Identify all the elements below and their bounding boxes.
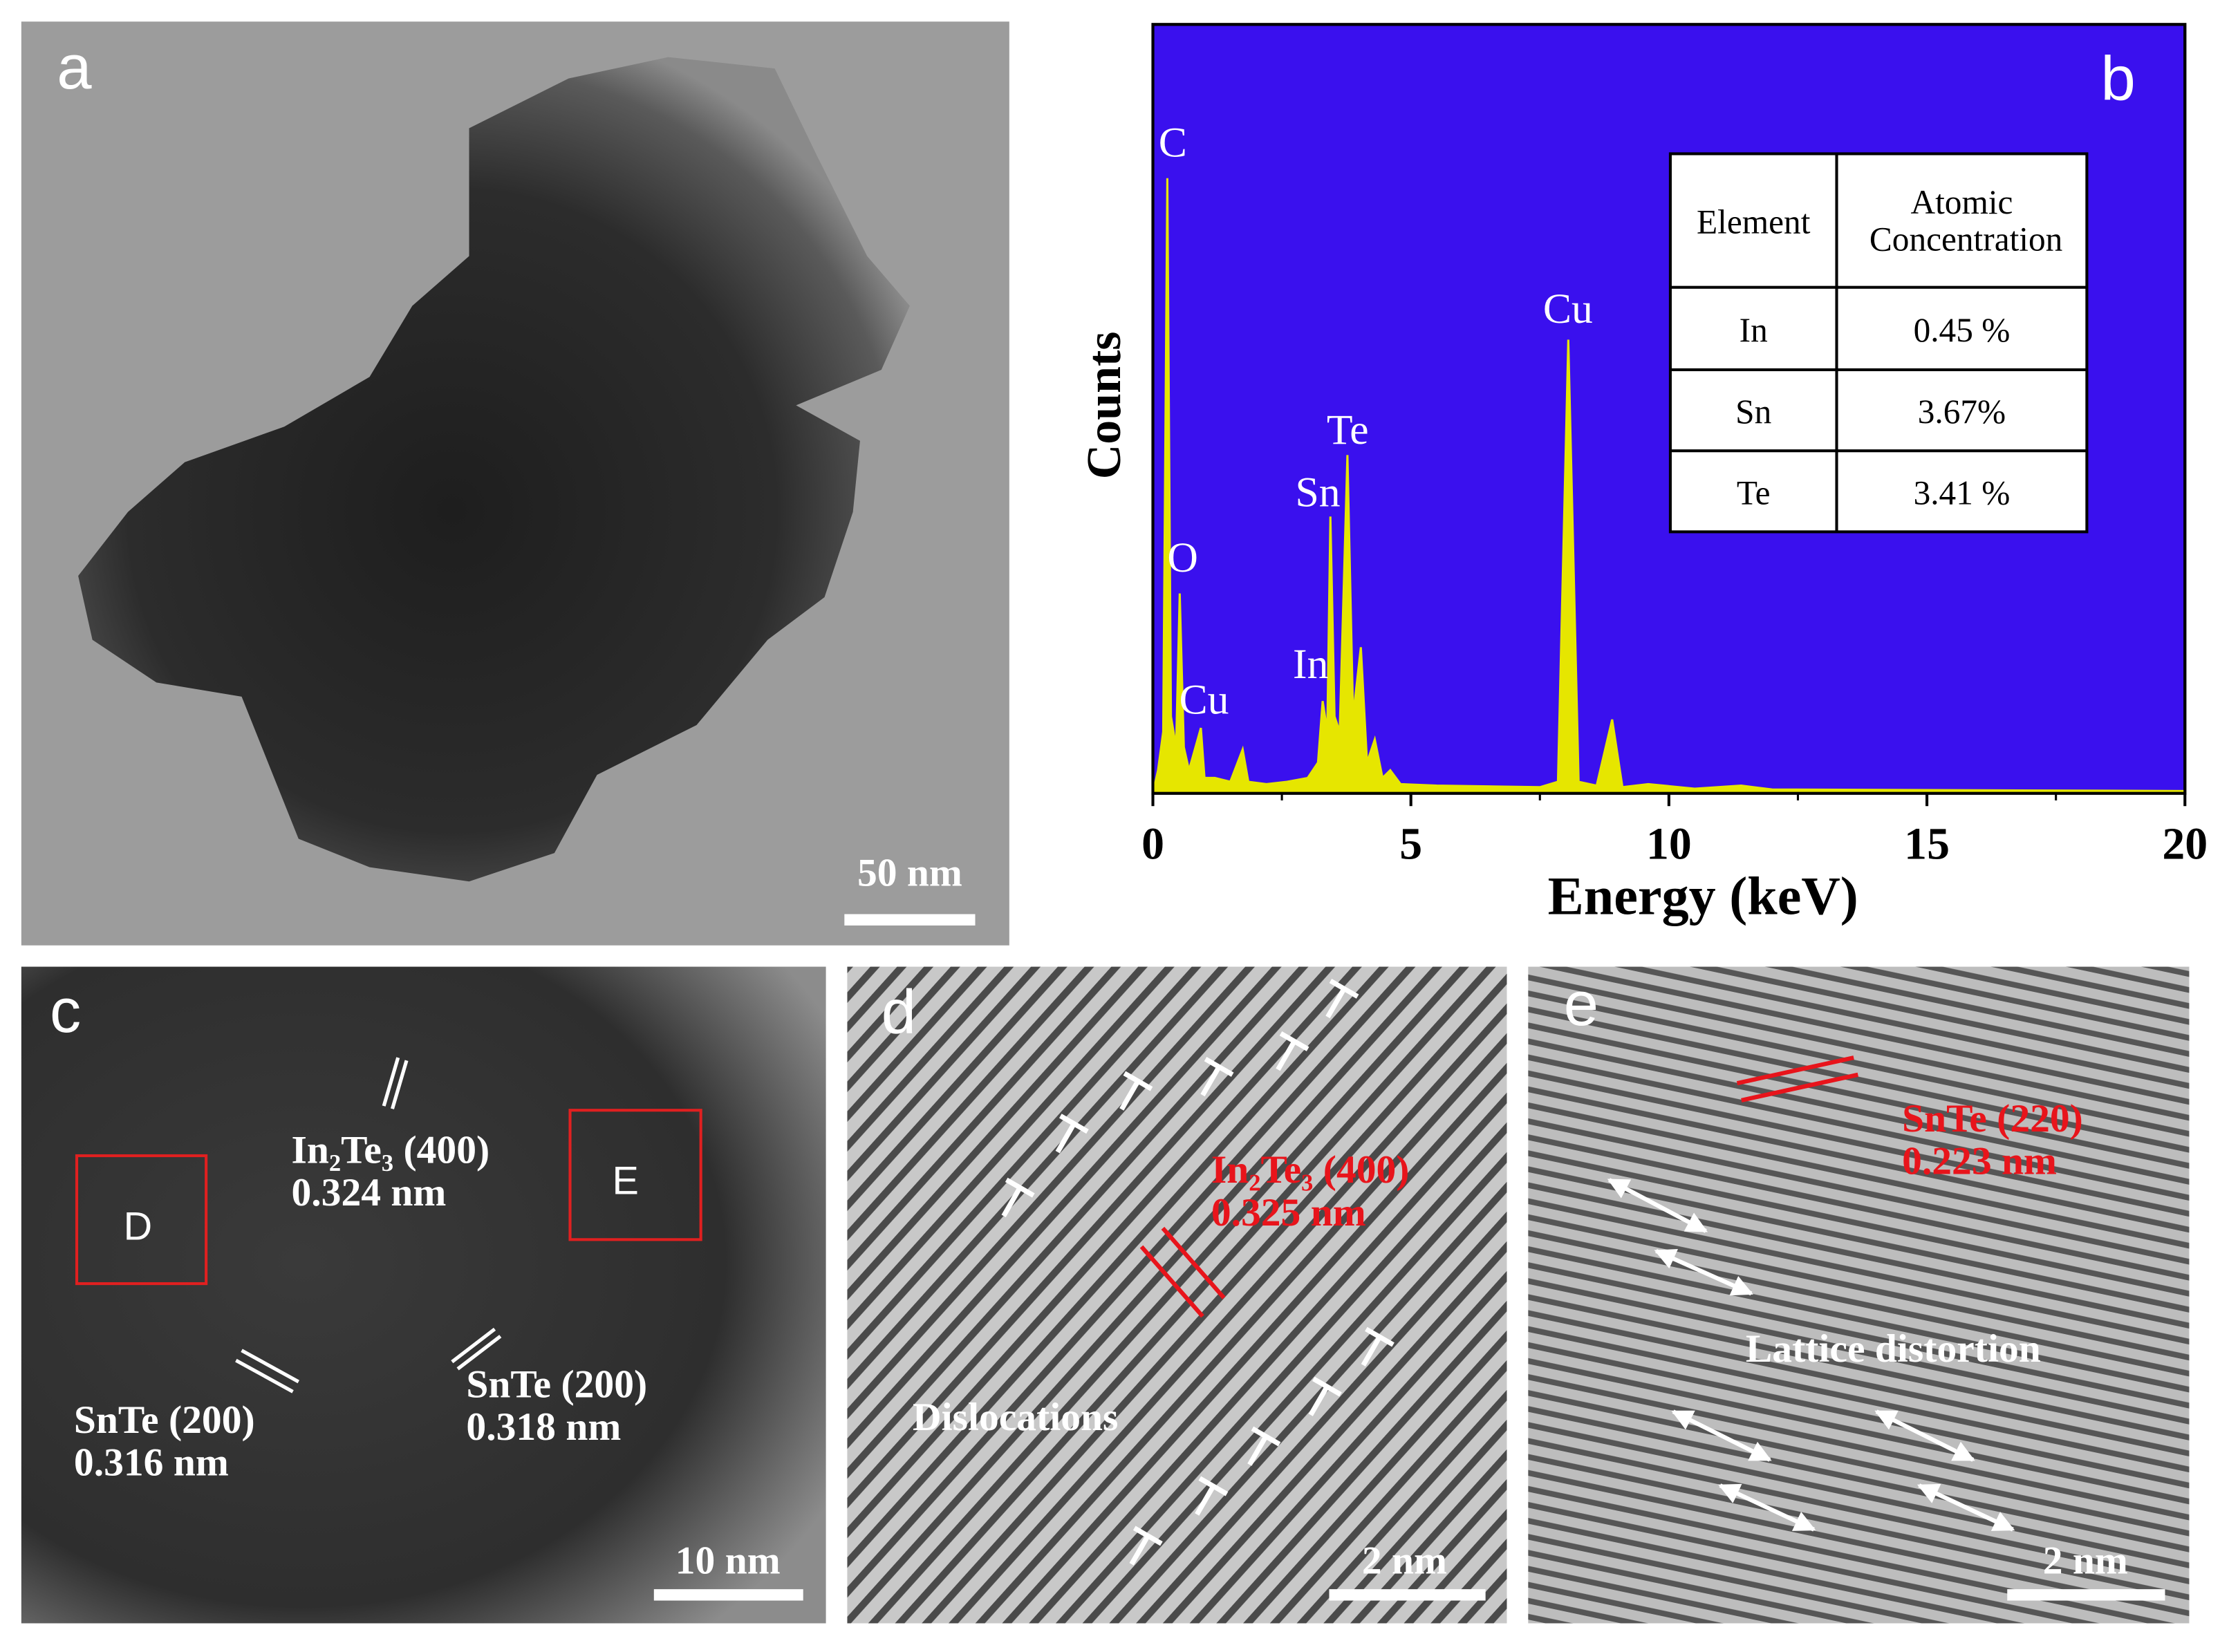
panel-label: a [57, 32, 92, 102]
peak-label: Cu [1543, 285, 1593, 332]
annotation: In₂Te₃ (400) [1211, 1148, 1410, 1192]
dislocation-symbol [1276, 1031, 1309, 1071]
dislocation-symbol [1361, 1326, 1395, 1367]
particle [78, 57, 910, 882]
y-axis-label: Counts [1078, 332, 1131, 480]
table-header: Element [1697, 203, 1811, 241]
peak-label: Sn [1295, 469, 1340, 516]
annotation: 0.318 nm [466, 1405, 621, 1449]
hrtem-background [21, 966, 826, 1624]
table-cell: In [1740, 311, 1768, 349]
peak-label: In [1293, 641, 1328, 688]
dislocation-symbol [1129, 1526, 1163, 1566]
scale-bar [2007, 1589, 2165, 1601]
peak-label: Te [1327, 406, 1369, 453]
region-box [75, 1154, 208, 1286]
table-cell: 3.41 % [1914, 473, 2011, 511]
region-label: D [124, 1204, 153, 1248]
table-cell: 3.67% [1918, 393, 2006, 431]
dislocation-symbol [1119, 1071, 1153, 1111]
table-cell: 0.45 % [1914, 311, 2011, 349]
ifft-image [847, 966, 1507, 1624]
annotation: In₂Te₃ (400) [292, 1128, 490, 1172]
caption: Lattice distortion [1746, 1327, 2041, 1371]
scale-bar-label: 2 nm [1362, 1539, 1447, 1583]
x-axis-label: Energy (keV) [1548, 865, 1858, 926]
dislocation-symbol [1308, 1376, 1342, 1416]
dislocation-symbol [1200, 1057, 1234, 1097]
table-header: Atomic Concentration [1861, 183, 2063, 258]
peak-label: O [1167, 534, 1198, 581]
annotation: SnTe (200) [466, 1363, 647, 1407]
dislocation-symbol [1055, 1114, 1089, 1154]
peak-label: C [1159, 120, 1187, 167]
scale-bar [653, 1589, 803, 1601]
annotation: 0.325 nm [1211, 1191, 1366, 1235]
x-tick-label: 15 [1904, 818, 1950, 869]
scale-bar-label: 2 nm [2043, 1539, 2128, 1583]
table-frame [1668, 152, 2089, 534]
dislocation-symbol [1325, 978, 1359, 1019]
panel-a: a 50 nm [21, 21, 1009, 946]
scale-bar [844, 914, 976, 926]
scale-bar-label: 10 nm [675, 1539, 781, 1583]
region-label: E [612, 1159, 638, 1203]
region-box [568, 1109, 702, 1241]
table-cell: Te [1737, 473, 1771, 511]
x-tick-label: 20 [2162, 818, 2208, 869]
x-tick-label: 5 [1399, 818, 1422, 869]
panel-c: c D E In₂Te₃ (400) 0.324 nm SnTe (200) 0… [21, 966, 826, 1624]
dislocation-symbol [1195, 1476, 1229, 1516]
panel-label: c [50, 976, 81, 1046]
peak-label: Cu [1179, 677, 1229, 724]
scale-bar [1329, 1589, 1486, 1601]
spectrum-line [1152, 178, 2185, 794]
panel-label: e [1564, 969, 1598, 1039]
annotation: SnTe (220) [1902, 1097, 2083, 1141]
annotation: 0.324 nm [292, 1171, 447, 1214]
annotation: 0.223 nm [1902, 1140, 2057, 1183]
caption: Dislocations [913, 1396, 1118, 1439]
panel-label: d [882, 977, 916, 1047]
x-tick-label: 10 [1646, 818, 1692, 869]
panel-d: d In₂Te₃ (400) 0.325 nm Dislocations 2 n… [847, 966, 1507, 1624]
panel-b: 0 5 10 15 20 Energy (keV) Counts b C O Cu In Sn Te Cu E… [1078, 23, 2208, 926]
annotation: 0.316 nm [74, 1441, 229, 1485]
panel-label: b [2100, 44, 2135, 113]
annotation: SnTe (200) [74, 1398, 255, 1442]
scale-bar-label: 50 nm [857, 851, 962, 894]
dislocation-symbol [1247, 1426, 1281, 1466]
panel-e: e SnTe (220) 0.223 nm Lattice distortion… [1528, 966, 2190, 1624]
table-cell: Sn [1735, 393, 1771, 431]
dislocation-symbol [1001, 1177, 1035, 1217]
x-tick-label: 0 [1141, 818, 1164, 869]
ifft-image [1528, 966, 2190, 1624]
